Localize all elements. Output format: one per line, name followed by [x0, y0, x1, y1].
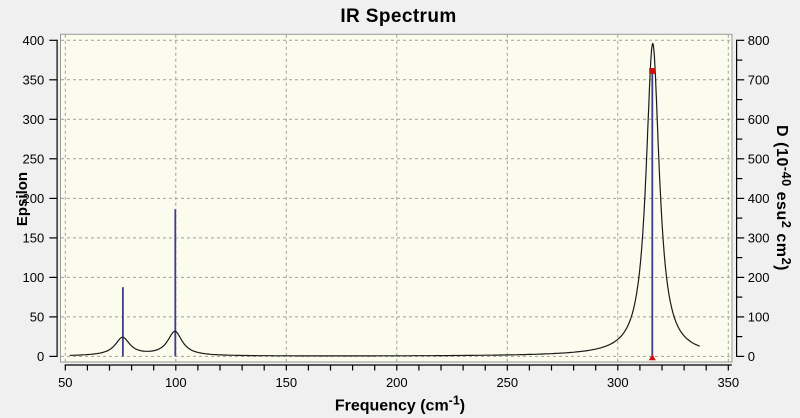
- svg-text:200: 200: [748, 270, 770, 285]
- svg-text:400: 400: [748, 191, 770, 206]
- svg-text:50: 50: [30, 309, 44, 324]
- svg-text:400: 400: [22, 33, 44, 48]
- svg-text:100: 100: [748, 310, 770, 325]
- svg-text:D (10-40 esu2 cm2): D (10-40 esu2 cm2): [773, 125, 793, 271]
- svg-text:0: 0: [37, 349, 44, 364]
- svg-text:Epsilon: Epsilon: [14, 172, 31, 226]
- svg-text:700: 700: [748, 73, 770, 88]
- svg-text:150: 150: [22, 230, 44, 245]
- svg-text:200: 200: [22, 191, 44, 206]
- svg-text:300: 300: [748, 231, 770, 246]
- svg-text:300: 300: [607, 375, 629, 390]
- svg-text:500: 500: [748, 152, 770, 167]
- svg-text:100: 100: [22, 270, 44, 285]
- svg-text:IR Spectrum: IR Spectrum: [340, 6, 456, 27]
- svg-text:Frequency (cm-1): Frequency (cm-1): [335, 394, 465, 415]
- svg-text:250: 250: [496, 375, 518, 390]
- svg-text:150: 150: [275, 375, 297, 390]
- svg-text:0: 0: [748, 349, 755, 364]
- svg-text:350: 350: [717, 375, 739, 390]
- svg-text:600: 600: [748, 112, 770, 127]
- svg-text:350: 350: [22, 72, 44, 87]
- svg-text:200: 200: [386, 375, 408, 390]
- svg-text:50: 50: [58, 375, 72, 390]
- svg-text:800: 800: [748, 33, 770, 48]
- svg-text:250: 250: [22, 151, 44, 166]
- svg-text:100: 100: [165, 375, 187, 390]
- svg-text:300: 300: [22, 112, 44, 127]
